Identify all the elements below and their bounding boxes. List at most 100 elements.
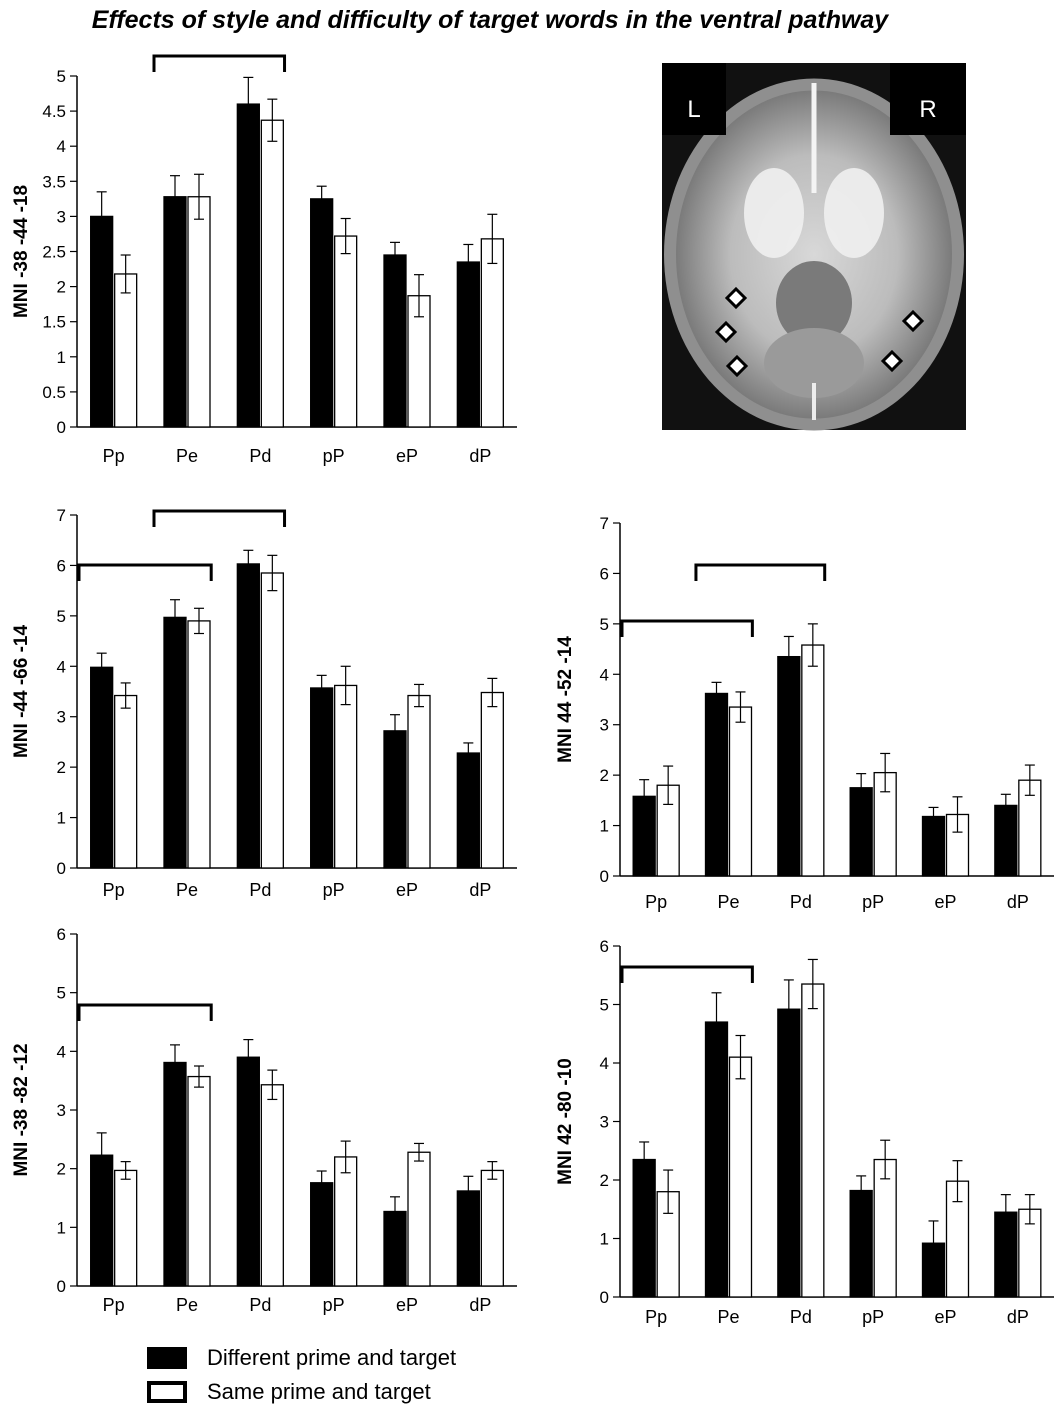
error-bar-Pe-same xyxy=(194,173,204,220)
error-bar-dP-same xyxy=(1024,1194,1035,1225)
bar-Pe-different xyxy=(163,196,187,428)
x-tick-label-Pe: Pe xyxy=(176,446,198,466)
bar-chart-4: 0 1 2 3 4 5 6 MNI -38 -82 -12 Pp Pe Pd pP eP dP xyxy=(11,925,517,1315)
bar-dP-different xyxy=(994,804,1018,877)
y-axis-title: MNI 44 -52 -14 xyxy=(555,636,576,763)
error-bar-Pp-different xyxy=(639,779,650,797)
brain-tissue xyxy=(676,90,952,419)
error-bar-Pp-different xyxy=(96,652,107,668)
error-bar-pP-same xyxy=(880,752,891,793)
bar-chart-2: 0 1 2 3 4 5 6 7 MNI -44 -66 -14 Pp Pe Pd pP eP dP xyxy=(11,506,517,900)
y-tick-label: 3 xyxy=(57,207,66,226)
y-tick-label: 2 xyxy=(600,1171,609,1190)
bar-pP-different xyxy=(849,787,873,877)
x-tick-label-Pp: Pp xyxy=(645,892,667,912)
legend-item-same: Same prime and target xyxy=(147,1377,431,1407)
error-bar-Pp-same xyxy=(120,682,131,709)
y-tick-label: 1 xyxy=(600,1230,609,1249)
bar-Pp-different xyxy=(90,666,114,869)
error-bar-Pe-different xyxy=(170,599,180,618)
y-tick-label: 3 xyxy=(57,1101,66,1120)
error-bar-Pd-different xyxy=(243,76,254,105)
brain-midbrain xyxy=(776,261,852,345)
error-bar-dP-same xyxy=(487,213,498,265)
error-bar-dP-different xyxy=(463,742,474,754)
error-bar-dP-different xyxy=(1000,793,1011,806)
x-tick-label-eP: eP xyxy=(396,1295,418,1315)
bar-Pp-different xyxy=(90,1154,114,1287)
y-tick-label: 5 xyxy=(600,996,609,1015)
x-tick-label-Pp: Pp xyxy=(103,446,125,466)
bar-Pd-different xyxy=(236,1056,260,1287)
error-bar-Pd-same xyxy=(807,623,818,667)
brain-structure-right xyxy=(824,168,884,258)
y-tick-label: 4.5 xyxy=(42,102,66,121)
error-bar-Pd-same xyxy=(267,554,278,592)
bar-Pd-same xyxy=(260,119,284,428)
bar-Pd-same xyxy=(260,572,284,869)
error-bar-eP-different xyxy=(390,241,400,256)
bar-Pp-different xyxy=(632,1158,656,1298)
x-tick-label-dP: dP xyxy=(469,1295,491,1315)
x-tick-label-Pp: Pp xyxy=(103,880,125,900)
left-hemisphere-label: L xyxy=(687,96,700,123)
bar-Pe-different xyxy=(704,1021,729,1298)
bar-Pd-different xyxy=(777,1008,801,1298)
y-tick-label: 2 xyxy=(57,1160,66,1179)
error-bar-eP-different xyxy=(390,714,400,731)
error-bar-eP-different xyxy=(928,1220,939,1244)
bar-Pe-different xyxy=(704,692,729,877)
bar-pP-same xyxy=(873,1158,897,1298)
y-tick-label: 2 xyxy=(600,766,609,785)
x-tick-label-Pe: Pe xyxy=(176,1295,198,1315)
y-tick-label: 2.5 xyxy=(42,243,66,262)
x-tick-label-pP: pP xyxy=(323,446,345,466)
error-bar-Pp-different xyxy=(96,191,107,217)
bar-Pp-different xyxy=(90,215,114,428)
y-axis-title: MNI -44 -66 -14 xyxy=(11,625,32,758)
error-bar-Pp-same xyxy=(120,1161,131,1180)
error-bar-Pd-same xyxy=(267,98,278,142)
error-bar-Pp-different xyxy=(639,1141,650,1160)
significance-bracket xyxy=(694,563,827,581)
error-bar-pP-different xyxy=(856,1175,867,1191)
error-bar-Pd-different xyxy=(243,1038,254,1058)
bar-Pp-same xyxy=(114,694,138,869)
bar-chart-5: 0 1 2 3 4 5 6 MNI 42 -80 -10 Pp Pe Pd pP eP dP xyxy=(555,937,1054,1327)
bar-pP-different xyxy=(310,1182,334,1287)
y-tick-label: 3 xyxy=(600,1113,609,1132)
bar-eP-different xyxy=(383,254,407,428)
y-tick-label: 4 xyxy=(57,1042,66,1061)
right-hemisphere-label: R xyxy=(919,96,936,123)
x-tick-label-Pp: Pp xyxy=(645,1307,667,1327)
significance-bracket xyxy=(620,965,754,983)
y-tick-label: 3 xyxy=(600,716,609,735)
y-tick-label: 0 xyxy=(600,867,609,886)
x-tick-label-Pd: Pd xyxy=(790,892,812,912)
y-tick-label: 7 xyxy=(57,506,66,525)
brain-structure-left xyxy=(744,168,804,258)
legend-swatch-different xyxy=(147,1347,187,1369)
bar-Pd-different xyxy=(777,655,801,877)
error-bar-dP-different xyxy=(1000,1194,1011,1213)
error-bar-Pe-same xyxy=(735,691,746,723)
x-tick-label-Pd: Pd xyxy=(249,1295,271,1315)
x-tick-label-Pe: Pe xyxy=(717,892,739,912)
x-tick-label-eP: eP xyxy=(934,892,956,912)
y-tick-label: 3.5 xyxy=(42,172,66,191)
y-tick-label: 0 xyxy=(600,1288,609,1307)
x-tick-label-Pe: Pe xyxy=(176,880,198,900)
y-tick-label: 4 xyxy=(57,137,66,156)
x-tick-label-Pd: Pd xyxy=(249,446,271,466)
bar-Pe-different xyxy=(163,1061,187,1287)
error-bar-pP-same xyxy=(340,217,351,255)
left-label-box xyxy=(662,63,726,135)
error-bar-eP-same xyxy=(414,1142,424,1162)
significance-bracket xyxy=(152,54,287,72)
x-tick-label-eP: eP xyxy=(396,446,418,466)
bar-Pe-same xyxy=(187,620,211,869)
error-bar-dP-same xyxy=(1024,764,1035,796)
y-tick-label: 1 xyxy=(57,809,66,828)
right-label-box xyxy=(890,63,966,135)
